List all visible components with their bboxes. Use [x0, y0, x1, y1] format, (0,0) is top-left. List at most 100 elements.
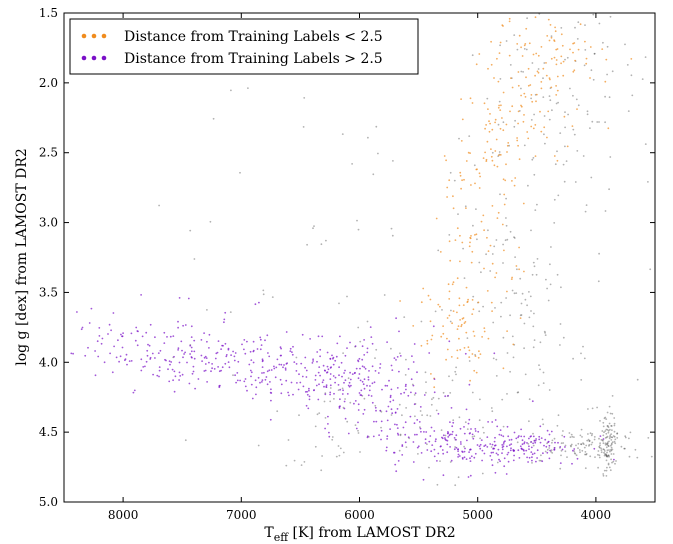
data-point	[389, 396, 392, 399]
data-point	[303, 461, 306, 463]
data-point	[236, 379, 239, 382]
data-point	[320, 243, 323, 246]
data-point	[94, 350, 96, 352]
data-point	[532, 432, 534, 435]
data-point	[250, 371, 253, 374]
data-point	[496, 425, 499, 428]
data-point	[401, 454, 404, 456]
data-point	[193, 339, 196, 342]
legend: Distance from Training Labels < 2.5 Dist…	[69, 18, 419, 75]
data-point	[125, 353, 128, 356]
data-point	[465, 160, 468, 162]
data-point	[481, 336, 483, 338]
data-point	[537, 384, 540, 387]
data-point	[465, 207, 467, 210]
data-point	[602, 421, 605, 424]
data-point	[487, 67, 489, 70]
data-point	[181, 373, 184, 376]
data-point	[605, 428, 608, 431]
data-point	[292, 393, 294, 396]
data-point	[458, 337, 460, 340]
data-point	[158, 366, 161, 368]
data-point	[313, 389, 315, 392]
data-point	[492, 321, 495, 324]
data-point	[523, 449, 525, 452]
data-point	[553, 447, 556, 449]
data-point	[380, 429, 383, 432]
data-point	[628, 437, 630, 440]
data-point	[410, 391, 412, 394]
data-point	[522, 120, 525, 123]
data-point	[508, 144, 510, 147]
data-point	[588, 440, 591, 443]
data-point	[589, 127, 591, 129]
data-point	[342, 352, 344, 354]
data-point	[520, 302, 523, 305]
data-point	[483, 330, 486, 333]
data-point	[425, 431, 428, 433]
data-point	[474, 430, 477, 432]
data-point	[357, 377, 360, 380]
data-point	[528, 398, 531, 401]
data-point	[510, 447, 512, 450]
data-point	[379, 363, 382, 365]
data-point	[607, 429, 610, 432]
data-point	[487, 337, 490, 340]
data-point	[641, 78, 644, 80]
data-point	[510, 278, 513, 280]
data-point	[190, 336, 193, 338]
data-point	[509, 64, 512, 66]
data-point	[466, 428, 469, 430]
data-point	[590, 176, 593, 179]
data-point	[298, 414, 300, 417]
data-point	[499, 78, 502, 80]
data-point	[613, 424, 616, 427]
data-point	[461, 179, 463, 182]
data-point	[530, 119, 533, 121]
data-point	[486, 140, 489, 143]
data-point	[152, 373, 155, 376]
data-point	[177, 326, 180, 329]
data-point	[542, 452, 544, 455]
data-point	[607, 463, 610, 466]
data-point	[225, 354, 228, 356]
data-point	[315, 384, 318, 387]
data-point	[454, 239, 457, 242]
data-point	[168, 360, 171, 363]
data-point	[398, 330, 400, 333]
data-point	[569, 444, 572, 447]
data-point	[606, 428, 609, 431]
data-point	[597, 450, 600, 452]
data-point	[338, 405, 341, 408]
data-point	[464, 352, 467, 355]
data-point	[532, 325, 535, 328]
data-point	[442, 332, 445, 335]
data-point	[502, 443, 505, 445]
data-point	[481, 472, 484, 475]
data-point	[499, 127, 502, 130]
data-point	[502, 91, 505, 94]
data-point	[341, 133, 344, 136]
data-point	[540, 437, 543, 439]
data-point	[298, 373, 300, 376]
data-point	[521, 439, 524, 442]
data-point	[573, 448, 576, 450]
data-point	[604, 210, 607, 212]
data-point	[549, 78, 551, 81]
data-point	[273, 365, 275, 368]
data-point	[386, 435, 389, 438]
data-point	[404, 433, 407, 436]
data-point	[246, 340, 248, 343]
data-point	[459, 348, 462, 351]
data-point	[260, 344, 263, 346]
data-point	[602, 425, 605, 428]
data-point	[223, 318, 226, 321]
data-point	[183, 353, 186, 355]
data-point	[140, 294, 143, 296]
y-axis-label: log g [dex] from LAMOST DR2	[14, 148, 30, 366]
data-point	[536, 449, 539, 452]
data-point	[413, 422, 416, 425]
data-point	[491, 310, 493, 312]
data-point	[603, 451, 605, 454]
data-point	[225, 355, 228, 358]
